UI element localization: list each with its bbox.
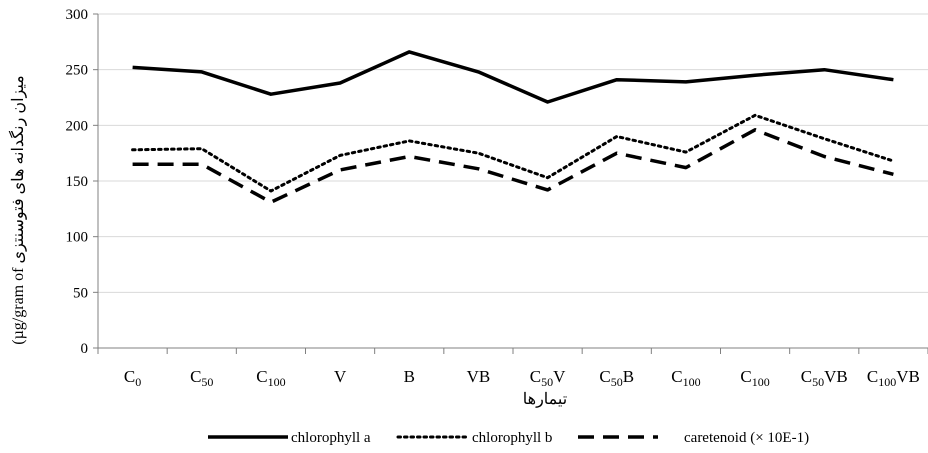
y-tick-label: 0: [81, 341, 89, 357]
series-line-2: [131, 113, 895, 193]
x-tick-label: C0: [124, 367, 141, 389]
y-tick-label: 50: [73, 285, 88, 301]
x-tick-label: C50VB: [801, 367, 848, 389]
y-tick-label: 250: [66, 63, 89, 79]
x-tick-label: C100VB: [867, 367, 920, 389]
y-tick-label: 300: [66, 7, 89, 23]
legend: chlorophyll a chlorophyll b caretenoid (× …: [208, 430, 809, 446]
y-axis-label: (µg/gram of میزان رنگدانه های فتوسنتزی: [8, 75, 27, 345]
x-tick-label: VB: [467, 367, 491, 386]
x-tick-label: V: [334, 367, 347, 386]
data-point: [269, 201, 272, 204]
x-tick-label: C100: [671, 367, 700, 389]
data-point: [408, 155, 411, 158]
y-tick-labels: 0 50 100 150 200 250 300: [66, 7, 89, 357]
x-axis-label: تیمارها: [523, 391, 567, 408]
legend-label-3: caretenoid (× 10E-1): [684, 430, 809, 446]
x-tick-label: B: [404, 367, 415, 386]
x-tick-labels: C0 C50 C100 V B VB C50V C50B C100 C100 C50VB C100VB: [124, 367, 920, 389]
x-tick-label: C100: [256, 367, 285, 389]
series-lines: [131, 50, 895, 204]
y-tick-label: 150: [66, 174, 89, 190]
y-tick-label: 100: [66, 230, 89, 246]
data-point: [200, 163, 203, 166]
x-tick-label: C50V: [530, 367, 566, 389]
legend-label-2: chlorophyll b: [472, 430, 552, 446]
series-line-3: [132, 128, 894, 204]
x-tick-label: C50: [190, 367, 213, 389]
data-point: [892, 159, 895, 162]
y-tick-label: 200: [66, 118, 89, 134]
legend-label-1: chlorophyll a: [291, 430, 371, 446]
gridlines: [98, 13, 928, 293]
axes: [93, 13, 928, 354]
series-line-1: [132, 50, 894, 104]
x-tick-label: C100: [740, 367, 769, 389]
x-tick-label: C50B: [599, 367, 634, 389]
